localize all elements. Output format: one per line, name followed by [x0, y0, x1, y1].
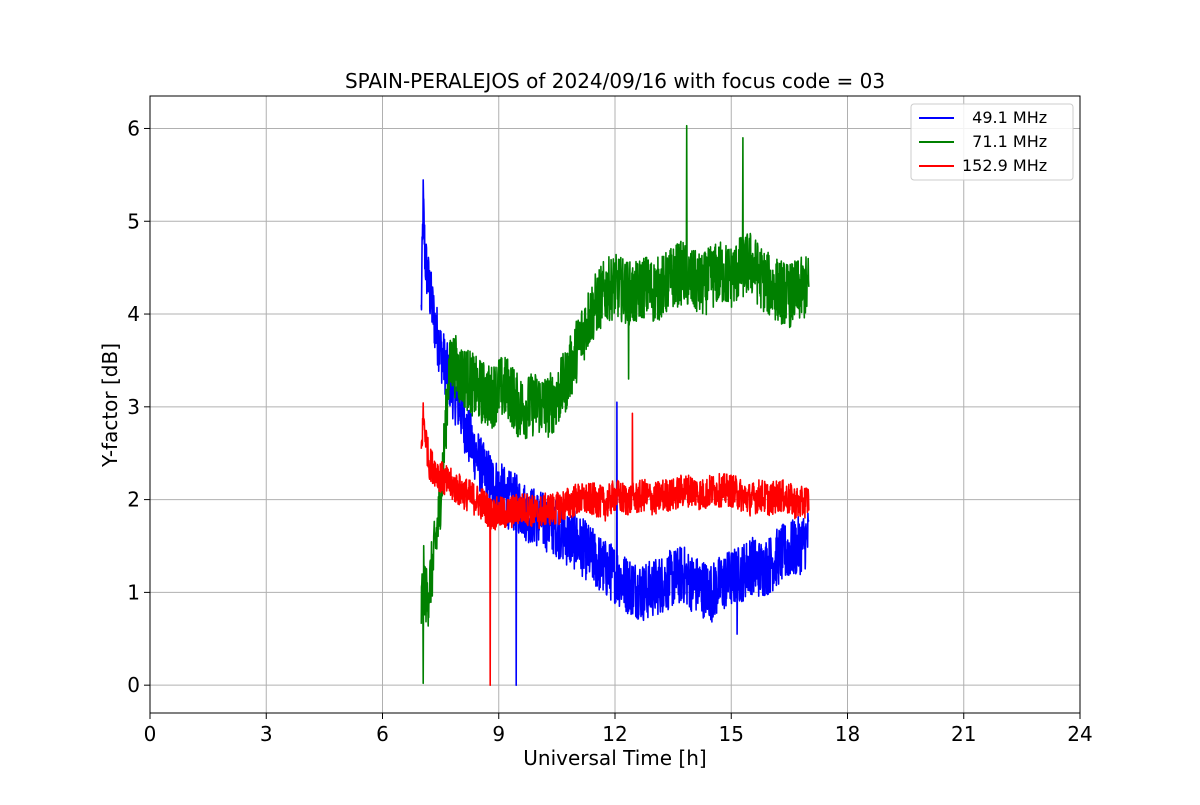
- y-tick-label: 5: [127, 209, 140, 233]
- x-tick-label: 0: [144, 722, 157, 746]
- x-tick-label: 18: [835, 722, 860, 746]
- x-tick-label: 9: [492, 722, 505, 746]
- x-tick-label: 3: [260, 722, 273, 746]
- x-tick-label: 12: [602, 722, 627, 746]
- chart-title: SPAIN-PERALEJOS of 2024/09/16 with focus…: [345, 69, 885, 93]
- y-tick-label: 1: [127, 580, 140, 604]
- x-axis-label: Universal Time [h]: [523, 746, 706, 770]
- x-tick-label: 6: [376, 722, 389, 746]
- plot-lines: [420, 124, 810, 686]
- x-tick-label: 24: [1067, 722, 1092, 746]
- y-axis: 0 1 2 3 4 5 6: [127, 116, 150, 697]
- y-tick-label: 0: [127, 673, 140, 697]
- legend-label: 71.1 MHz: [962, 132, 1047, 151]
- legend: 49.1 MHz 71.1 MHz 152.9 MHz: [910, 103, 1074, 181]
- y-tick-label: 3: [127, 395, 140, 419]
- series-line: [420, 402, 810, 686]
- x-axis: 0 3 6 9 12 15 18 21 24: [144, 713, 1093, 746]
- x-tick-label: 21: [951, 722, 976, 746]
- x-tick-label: 15: [719, 722, 744, 746]
- y-tick-label: 4: [127, 302, 140, 326]
- series-line: [420, 124, 810, 685]
- y-axis-label: Y-factor [dB]: [98, 343, 122, 468]
- y-tick-label: 6: [127, 116, 140, 140]
- series-line: [420, 179, 810, 686]
- legend-label: 152.9 MHz: [962, 156, 1047, 175]
- legend-label: 49.1 MHz: [962, 108, 1047, 127]
- y-tick-label: 2: [127, 488, 140, 512]
- legend-box: [910, 103, 1074, 181]
